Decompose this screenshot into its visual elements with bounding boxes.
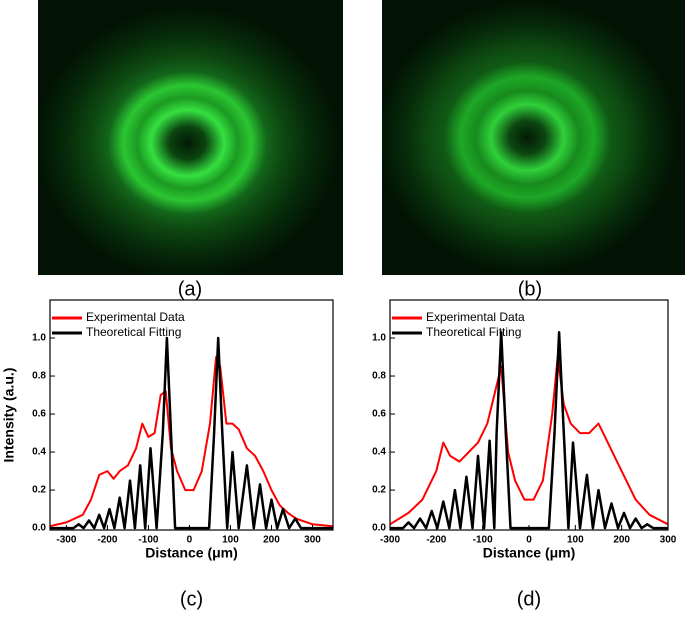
y-tick-label: 0.6 (372, 409, 386, 420)
caption: (b) (518, 278, 542, 300)
y-tick-label: 0.2 (372, 485, 386, 496)
x-axis-label: Distance (μm) (145, 545, 238, 561)
legend-label: Theoretical Fitting (86, 325, 181, 339)
series-line (50, 356, 333, 528)
image-a (38, 0, 343, 275)
x-tick-label: -300 (56, 535, 76, 546)
x-tick-label: 200 (613, 535, 630, 546)
y-tick-label: 0.6 (32, 409, 46, 420)
y-tick-label: 0.2 (32, 485, 46, 496)
legend-label: Experimental Data (426, 310, 525, 324)
x-tick-label: -200 (97, 535, 117, 546)
legend-label: Experimental Data (86, 310, 185, 324)
plot-lines (50, 336, 333, 530)
caption: (a) (178, 278, 202, 300)
caption: (d) (517, 588, 541, 610)
y-tick-label: 0.8 (372, 371, 386, 382)
plot-frame (49, 299, 334, 531)
x-tick-label: -200 (426, 535, 446, 546)
caption: (c) (180, 588, 203, 610)
y-tick-label: 0.8 (32, 371, 46, 382)
x-tick-label: 300 (304, 535, 321, 546)
x-tick-label: -300 (380, 535, 400, 546)
x-tick-label: 0 (526, 535, 532, 546)
x-tick-label: 300 (660, 535, 677, 546)
plot-lines (390, 331, 668, 530)
y-axis-label: Intensity (a.u.) (1, 368, 17, 463)
x-tick-label: 0 (187, 535, 193, 546)
image-b (382, 0, 685, 275)
legend-label: Theoretical Fitting (426, 325, 521, 339)
x-tick-label: 100 (222, 535, 239, 546)
x-tick-label: 200 (263, 535, 280, 546)
y-tick-label: 0.0 (372, 523, 386, 534)
x-tick-label: 100 (567, 535, 584, 546)
y-tick-label: 0.4 (372, 447, 386, 458)
x-tick-label: -100 (138, 535, 158, 546)
x-axis-label: Distance (μm) (483, 545, 576, 561)
y-tick-label: 1.0 (32, 333, 46, 344)
x-tick-label: -100 (473, 535, 493, 546)
series-line (50, 336, 333, 530)
y-tick-label: 0.4 (32, 447, 46, 458)
y-tick-label: 1.0 (372, 333, 386, 344)
series-line (390, 356, 668, 526)
y-tick-label: 0.0 (32, 523, 46, 534)
